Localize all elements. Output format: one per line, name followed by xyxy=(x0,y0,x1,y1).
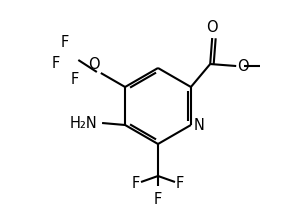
Text: N: N xyxy=(194,118,205,133)
Text: H₂N: H₂N xyxy=(69,116,97,131)
Text: F: F xyxy=(60,35,69,50)
Text: O: O xyxy=(237,58,249,73)
Text: F: F xyxy=(70,72,78,87)
Text: F: F xyxy=(154,192,162,207)
Text: F: F xyxy=(52,56,60,72)
Text: O: O xyxy=(88,57,100,72)
Text: F: F xyxy=(176,177,184,191)
Text: F: F xyxy=(132,177,140,191)
Text: O: O xyxy=(206,20,218,35)
